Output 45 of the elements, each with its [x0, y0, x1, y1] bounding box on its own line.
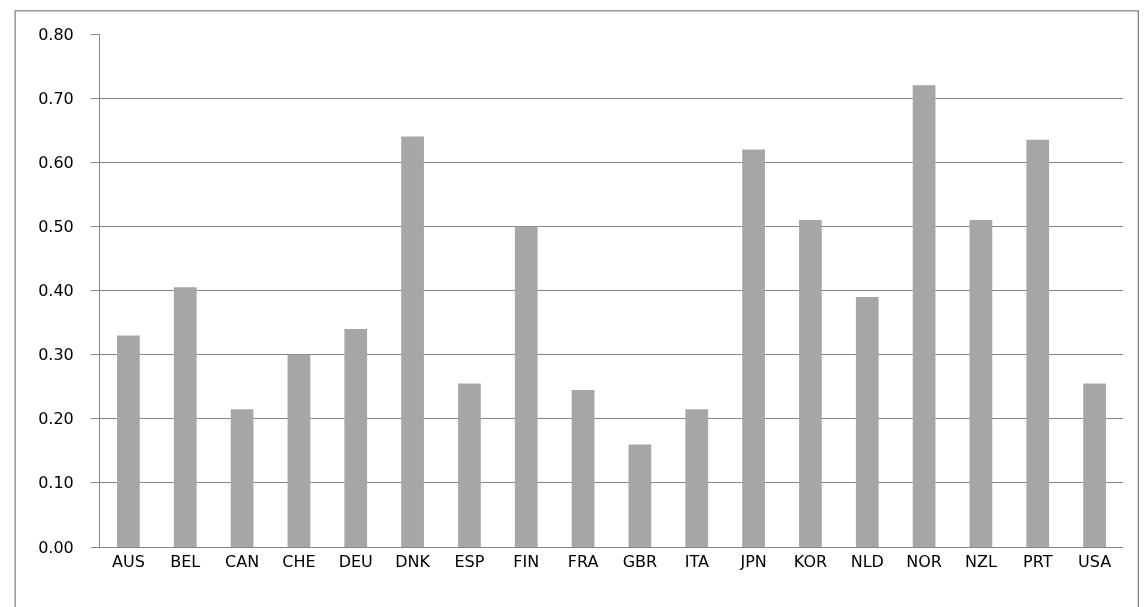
x-tick-label: ITA [684, 552, 709, 572]
bar [230, 409, 254, 547]
x-tick-label: USA [1078, 552, 1112, 572]
x-tick-label: NOR [906, 552, 942, 572]
bar [628, 444, 652, 547]
x-tick-label: AUS [112, 552, 145, 572]
x-tick-label: ESP [454, 552, 485, 572]
bar [401, 136, 424, 547]
bar [1083, 383, 1106, 547]
x-tick-label: NLD [850, 552, 884, 572]
x-tick-label: CHE [282, 552, 316, 572]
bar [514, 226, 538, 547]
bar [969, 219, 993, 547]
bar [685, 409, 709, 547]
x-tick-label: DNK [395, 552, 431, 572]
x-tick-label: DEU [338, 552, 373, 572]
bar [1026, 139, 1050, 547]
y-tick-label: 0.80 [38, 24, 74, 44]
bar [287, 354, 311, 547]
bar [799, 219, 822, 547]
y-tick-label: 0.50 [38, 216, 74, 236]
x-tick-label: BEL [170, 552, 201, 572]
x-tick-label: FIN [513, 552, 540, 572]
bar [742, 149, 765, 547]
y-tick-label: 0.10 [38, 473, 74, 493]
x-tick-label: FRA [567, 552, 599, 572]
bar [173, 287, 197, 547]
x-tick-label: PRT [1023, 552, 1053, 572]
bar [855, 296, 879, 547]
bar [458, 383, 481, 547]
bar [117, 335, 140, 547]
x-tick-label: KOR [793, 552, 828, 572]
bar [912, 85, 936, 547]
y-tick-label: 0.60 [38, 152, 74, 172]
y-tick-label: 0.20 [38, 409, 74, 429]
y-tick-label: 0.30 [38, 345, 74, 365]
y-tick-label: 0.00 [38, 537, 74, 557]
x-tick-label: NZL [965, 552, 997, 572]
x-tick-label: CAN [225, 552, 260, 572]
x-tick-label: JPN [739, 552, 767, 572]
y-tick-label: 0.70 [38, 88, 74, 108]
bar [344, 328, 368, 547]
bar [571, 389, 595, 547]
x-tick-label: GBR [622, 552, 658, 572]
y-tick-label: 0.40 [38, 281, 74, 301]
